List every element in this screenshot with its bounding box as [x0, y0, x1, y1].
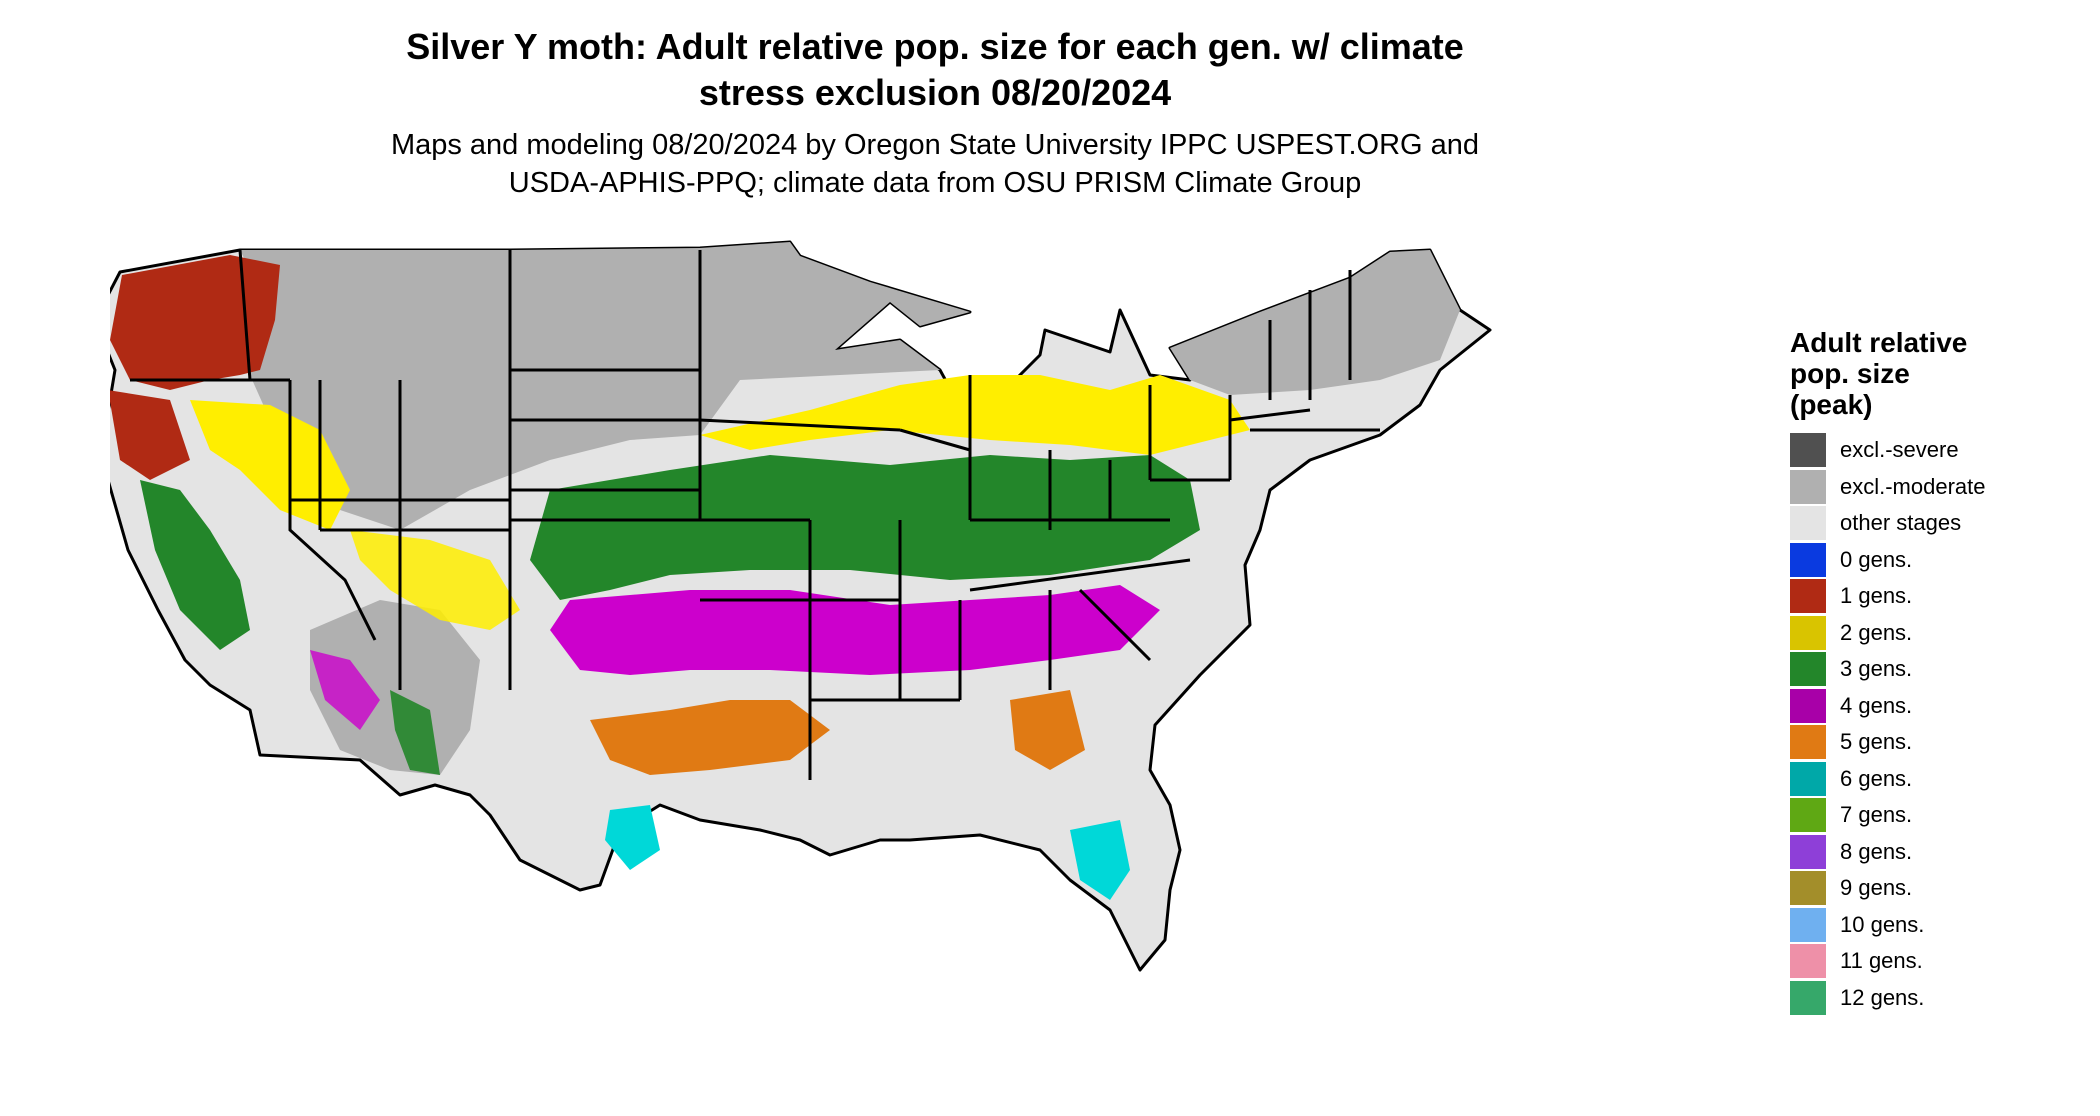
legend-label: excl.-moderate	[1840, 473, 1986, 499]
legend-item: 5 gens.	[1790, 724, 2090, 761]
map-title: Silver Y moth: Adult relative pop. size …	[300, 24, 1570, 116]
legend-items: excl.-severe excl.-moderate other stages 0 …	[1790, 432, 2090, 1016]
zone-1-gen-coast	[110, 390, 190, 480]
zone-2-gen-great-basin	[190, 400, 350, 530]
zone-1-gen-pacific-northwest	[110, 255, 280, 390]
legend-swatch	[1790, 980, 1826, 1015]
zone-5-gen-gulf-coast	[590, 700, 830, 775]
legend-swatch	[1790, 506, 1826, 541]
title-line-2: stress exclusion 08/20/2024	[698, 72, 1172, 113]
legend-label: 12 gens.	[1840, 984, 1925, 1010]
legend-item: other stages	[1790, 505, 2090, 542]
legend-label: 11 gens.	[1840, 948, 1923, 974]
conus-map	[110, 240, 1492, 972]
zone-6-gen-south-florida	[1070, 820, 1130, 900]
legend-title-line: Adult relative	[1790, 327, 1968, 358]
legend-label: 5 gens.	[1840, 729, 1913, 755]
legend-swatch	[1790, 433, 1826, 468]
map-subtitle: Maps and modeling 08/20/2024 by Oregon S…	[300, 126, 1570, 202]
legend-label: other stages	[1840, 510, 1962, 536]
legend-item: excl.-severe	[1790, 432, 2090, 469]
legend-item: 3 gens.	[1790, 651, 2090, 688]
subtitle-line-2: USDA-APHIS-PPQ; climate data from OSU PR…	[508, 167, 1362, 199]
legend-label: 6 gens.	[1840, 765, 1913, 791]
zone-excl-moderate-southwest	[310, 600, 480, 775]
legend-swatch	[1790, 761, 1826, 796]
legend-label: 10 gens.	[1840, 911, 1925, 937]
legend: Adult relative pop. size (peak) excl.-se…	[1790, 327, 2090, 1016]
zone-3-gen-arizona	[390, 690, 440, 775]
legend-title: Adult relative pop. size (peak)	[1790, 327, 2090, 420]
zone-3-gen-california-valley	[140, 480, 250, 650]
legend-label: 7 gens.	[1840, 802, 1913, 828]
legend-label: 2 gens.	[1840, 619, 1913, 645]
zone-2-gen-colorado-plateau	[350, 530, 520, 630]
legend-swatch	[1790, 907, 1826, 942]
legend-item: 7 gens.	[1790, 797, 2090, 834]
legend-title-line: (peak)	[1790, 389, 1873, 420]
zone-5-gen-florida-north	[1010, 690, 1085, 770]
zone-2-gen-great-lakes	[700, 375, 1250, 455]
legend-item: 6 gens.	[1790, 761, 2090, 798]
title-line-1: Silver Y moth: Adult relative pop. size …	[406, 26, 1464, 67]
legend-label: 1 gens.	[1840, 583, 1913, 609]
legend-item: 4 gens.	[1790, 688, 2090, 725]
legend-label: 9 gens.	[1840, 875, 1913, 901]
zone-excl-moderate-northeast	[1170, 250, 1460, 395]
legend-item: 10 gens.	[1790, 907, 2090, 944]
zone-4-gen-southern-belt	[550, 585, 1160, 675]
legend-item: 8 gens.	[1790, 834, 2090, 871]
legend-swatch	[1790, 469, 1826, 504]
legend-label: 3 gens.	[1840, 656, 1913, 682]
legend-label: 4 gens.	[1840, 692, 1913, 718]
legend-label: 8 gens.	[1840, 838, 1913, 864]
legend-item: excl.-moderate	[1790, 469, 2090, 506]
legend-swatch	[1790, 725, 1826, 760]
zone-4-gen-southwest-desert	[310, 650, 380, 730]
legend-item: 12 gens.	[1790, 980, 2090, 1017]
legend-swatch	[1790, 834, 1826, 869]
legend-swatch	[1790, 652, 1826, 687]
legend-label: excl.-severe	[1840, 437, 1959, 463]
legend-swatch	[1790, 944, 1826, 979]
legend-swatch	[1790, 579, 1826, 614]
legend-item: 2 gens.	[1790, 615, 2090, 652]
zone-6-gen-south-texas	[605, 805, 660, 870]
legend-label: 0 gens.	[1840, 546, 1913, 572]
legend-swatch	[1790, 542, 1826, 577]
legend-item: 1 gens.	[1790, 578, 2090, 615]
legend-item: 0 gens.	[1790, 542, 2090, 579]
legend-item: 11 gens.	[1790, 943, 2090, 980]
legend-swatch	[1790, 871, 1826, 906]
state-boundaries	[130, 249, 1380, 780]
legend-title-line: pop. size	[1790, 358, 1910, 389]
legend-swatch	[1790, 688, 1826, 723]
legend-swatch	[1790, 798, 1826, 833]
zone-excl-moderate-north	[240, 242, 970, 530]
legend-swatch	[1790, 615, 1826, 650]
legend-item: 9 gens.	[1790, 870, 2090, 907]
subtitle-line-1: Maps and modeling 08/20/2024 by Oregon S…	[390, 129, 1480, 161]
